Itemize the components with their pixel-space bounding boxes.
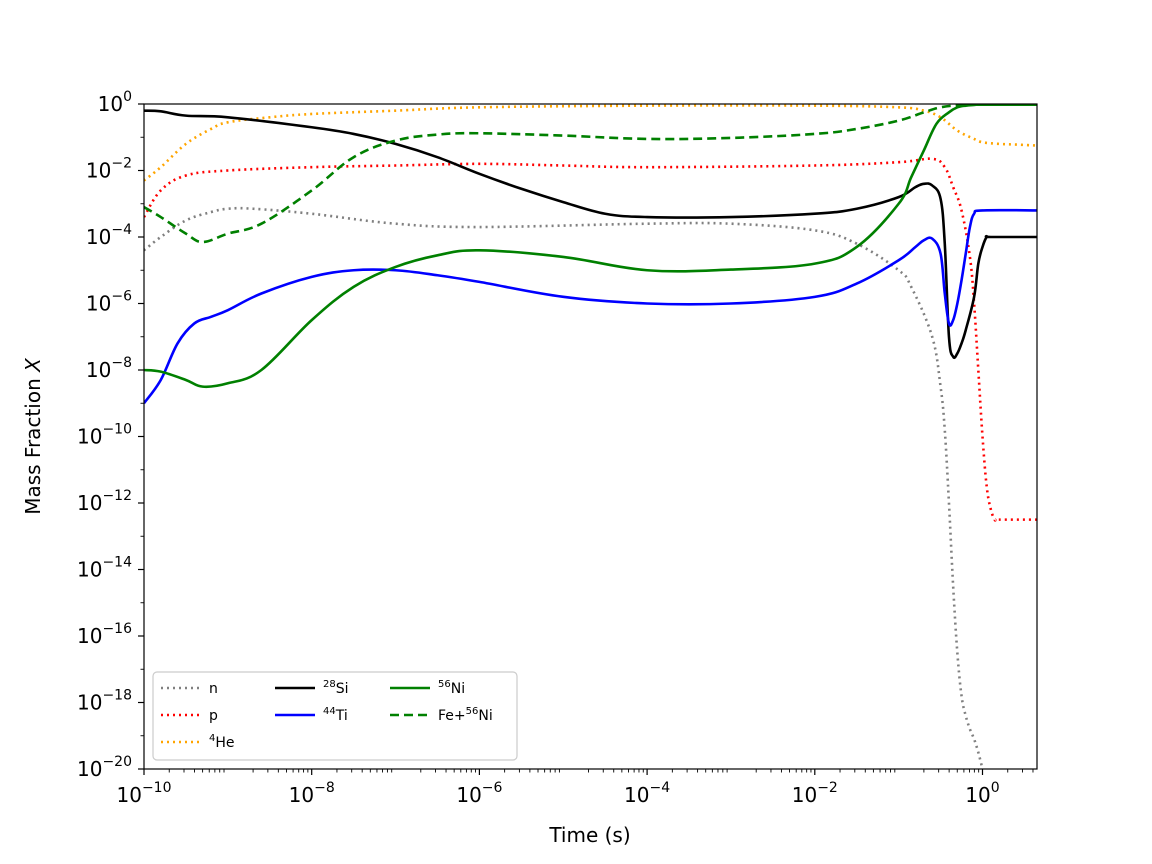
y-tick-label: 10−12 (77, 488, 132, 515)
y-tick-label: 10−16 (77, 621, 132, 648)
y-tick-label: 10−2 (86, 156, 132, 183)
series-line-28si (144, 109, 1037, 360)
plot-area (144, 104, 1037, 769)
legend-label: 28Si (323, 679, 349, 697)
x-tick-label: 10−2 (792, 780, 838, 807)
y-tick-label: 10−20 (77, 754, 132, 781)
y-tick-label: 10−8 (86, 355, 132, 382)
series-line-4he (144, 104, 1037, 182)
x-tick-label: 10−4 (624, 780, 670, 807)
y-tick-label: 10−10 (77, 422, 132, 449)
legend-label: 4He (209, 733, 235, 751)
y-tick-label: 10−6 (86, 289, 132, 316)
x-axis-label: Time (s) (548, 823, 630, 847)
ticks-layer: 10−10 10−8 10−6 10−4 10−2 100 100 10−2 10−4 10−6 1… (77, 89, 1034, 807)
legend-label: 56Ni (438, 679, 465, 697)
legend-box (152, 671, 518, 761)
y-tick-label: 10−18 (77, 688, 132, 715)
y-tick-label: 100 (98, 89, 132, 116)
x-tick-label: 10−6 (456, 780, 502, 807)
legend-label: 44Ti (323, 706, 348, 724)
legend-label: Fe+56Ni (438, 706, 493, 724)
x-tick-label: 10−10 (117, 780, 172, 807)
y-tick-label: 10−14 (77, 555, 132, 582)
y-tick-label: 10−4 (86, 222, 132, 249)
series-line-56ni (144, 104, 1037, 389)
series-line-44ti (144, 208, 1037, 405)
y-axis-label-var: X (21, 357, 45, 373)
legend: np 4He 28Si 44Ti 56Ni Fe+56Ni (152, 671, 518, 761)
series-line-n (144, 206, 984, 769)
x-tick-label: 10−8 (289, 780, 335, 807)
x-tick-label: 100 (965, 780, 999, 807)
y-axis-label: Mass Fraction X (21, 357, 45, 515)
legend-label: p (209, 708, 218, 724)
y-axis-label-main: Mass Fraction (21, 372, 45, 515)
legend-label: n (209, 681, 218, 697)
series-line-p (144, 157, 1037, 522)
series-line-fe-56ni (144, 104, 1037, 244)
series-layer (144, 104, 1037, 769)
